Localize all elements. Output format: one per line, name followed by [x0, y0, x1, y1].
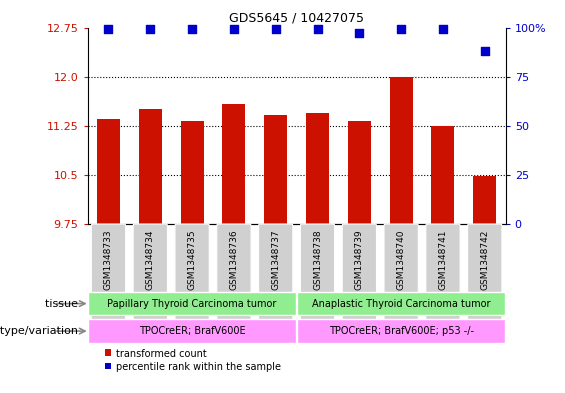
Text: TPOCreER; BrafV600E: TPOCreER; BrafV600E — [139, 326, 245, 336]
FancyBboxPatch shape — [92, 224, 125, 334]
Text: GSM1348734: GSM1348734 — [146, 230, 155, 290]
Point — [146, 26, 155, 33]
Text: genotype/variation: genotype/variation — [0, 326, 82, 336]
Text: Papillary Thyroid Carcinoma tumor: Papillary Thyroid Carcinoma tumor — [107, 299, 277, 309]
Point — [397, 26, 406, 33]
FancyBboxPatch shape — [468, 224, 502, 334]
Text: GSM1348739: GSM1348739 — [355, 230, 364, 290]
Point — [104, 26, 113, 33]
Text: GSM1348735: GSM1348735 — [188, 230, 197, 290]
Text: GSM1348740: GSM1348740 — [397, 230, 406, 290]
Bar — [139, 109, 162, 224]
Point — [438, 26, 447, 33]
Point — [355, 30, 364, 37]
Title: GDS5645 / 10427075: GDS5645 / 10427075 — [229, 12, 364, 25]
FancyBboxPatch shape — [384, 224, 418, 334]
FancyBboxPatch shape — [426, 224, 460, 334]
Bar — [297, 320, 505, 343]
FancyBboxPatch shape — [342, 224, 376, 334]
Bar — [390, 77, 412, 224]
FancyBboxPatch shape — [301, 224, 334, 334]
FancyBboxPatch shape — [217, 224, 251, 334]
Bar — [97, 119, 120, 224]
Bar — [223, 104, 245, 224]
Text: GSM1348741: GSM1348741 — [438, 230, 447, 290]
Text: GSM1348742: GSM1348742 — [480, 230, 489, 290]
Point — [229, 26, 238, 33]
Text: Anaplastic Thyroid Carcinoma tumor: Anaplastic Thyroid Carcinoma tumor — [312, 299, 490, 309]
Text: TPOCreER; BrafV600E; p53 -/-: TPOCreER; BrafV600E; p53 -/- — [329, 326, 473, 336]
Bar — [181, 121, 203, 224]
Text: GSM1348733: GSM1348733 — [104, 230, 113, 290]
Bar — [348, 121, 371, 224]
Text: GSM1348738: GSM1348738 — [313, 230, 322, 290]
Point — [188, 26, 197, 33]
Bar — [297, 292, 505, 315]
Point — [480, 48, 489, 54]
Text: GSM1348736: GSM1348736 — [229, 230, 238, 290]
FancyBboxPatch shape — [133, 224, 167, 334]
Text: transformed count: transformed count — [116, 349, 207, 359]
FancyBboxPatch shape — [259, 224, 293, 334]
Bar — [88, 292, 296, 315]
Point — [313, 26, 322, 33]
Bar — [88, 320, 296, 343]
Bar — [473, 176, 496, 224]
Text: tissue: tissue — [45, 299, 82, 309]
Point — [271, 26, 280, 33]
Bar — [432, 126, 454, 224]
FancyBboxPatch shape — [175, 224, 209, 334]
Bar — [264, 115, 287, 224]
Text: GSM1348737: GSM1348737 — [271, 230, 280, 290]
Bar — [306, 113, 329, 224]
Text: percentile rank within the sample: percentile rank within the sample — [116, 362, 281, 373]
